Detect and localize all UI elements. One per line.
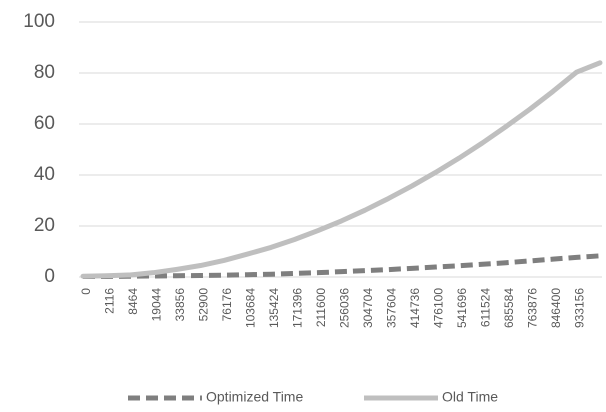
x-tick-label: 135424 [267,288,281,328]
y-tick-label: 40 [34,164,55,185]
x-tick-label: 103684 [244,288,258,328]
x-tick-label: 171396 [291,288,305,328]
x-tick-label: 211600 [314,288,328,327]
y-tick-label: 0 [44,266,55,287]
y-tick-label: 60 [34,113,55,134]
legend-label: Optimized Time [206,389,303,405]
x-tick-label: 76176 [220,288,234,322]
legend-label: Old Time [442,389,498,405]
x-tick-label: 611524 [479,288,493,327]
x-tick-label: 2116 [103,288,117,314]
x-tick-label: 476100 [432,288,446,328]
x-tick-label: 357604 [385,288,399,328]
x-tick-label: 304704 [361,288,375,328]
series-line [80,60,603,279]
x-tick-label: 19044 [150,288,164,322]
x-tick-label: 414736 [408,288,422,328]
x-tick-label: 256036 [338,288,352,328]
x-tick-label: 541696 [455,288,469,328]
x-tick-label: 33856 [173,288,187,322]
x-tick-label: 52900 [197,288,211,322]
x-tick-label: 846400 [549,288,563,328]
x-tick-label: 685584 [502,288,516,328]
y-tick-label: 100 [23,11,55,32]
x-tick-label: 8464 [126,288,140,315]
series-line [83,253,601,279]
x-tick-label: 933156 [573,288,587,328]
y-tick-label: 80 [34,62,55,83]
y-tick-label: 20 [34,215,55,236]
x-tick-label: 0 [79,288,93,295]
x-tick-label: 763876 [526,288,540,328]
